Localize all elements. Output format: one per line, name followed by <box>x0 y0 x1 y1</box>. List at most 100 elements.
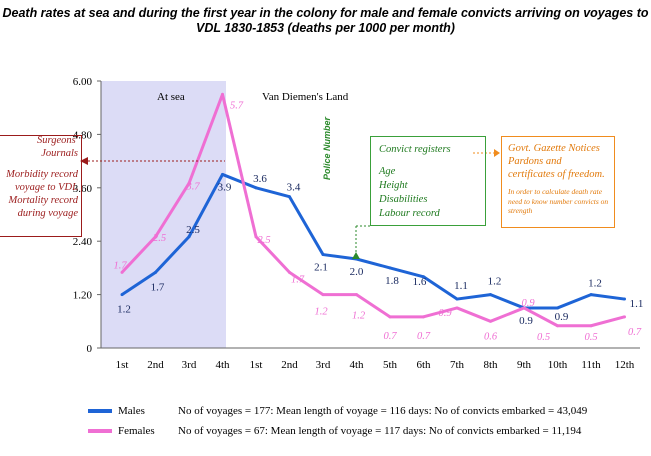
data-label-males: 0.9 <box>519 315 533 327</box>
police-arrowhead <box>352 252 360 259</box>
data-point-females <box>321 293 325 297</box>
y-tick-label: 6.00 <box>73 76 93 88</box>
x-tick-label: 2nd <box>147 359 164 371</box>
data-label-males: 1.2 <box>588 278 602 290</box>
data-point-females <box>589 324 593 328</box>
data-point-females <box>355 293 358 297</box>
data-label-males: 1.2 <box>117 304 131 316</box>
data-label-females: 0.7 <box>417 331 431 342</box>
chart-title-line1: Death rates at sea and during the first … <box>2 6 649 20</box>
police-number-label: Police Number <box>322 116 332 180</box>
data-label-males: 3.6 <box>253 173 267 185</box>
chart-title: Death rates at sea and during the first … <box>0 6 651 36</box>
y-tick-label: 3.60 <box>73 183 93 195</box>
gazette-note: In order to calculate death rate need to… <box>508 187 609 215</box>
x-tick-label: 1st <box>116 359 129 371</box>
convict-registers-box: Convict registers Age Height Disabilitie… <box>370 136 486 226</box>
data-point-females <box>522 306 526 310</box>
surgeons-line-2: voyage to VDL <box>15 182 78 193</box>
data-point-males <box>388 266 392 270</box>
data-point-females <box>388 315 392 319</box>
data-point-males <box>589 293 593 297</box>
legend-entry-females: Females No of voyages = 67: Mean length o… <box>88 425 581 437</box>
data-point-males <box>623 297 626 301</box>
data-label-females: 1.7 <box>113 260 127 271</box>
surgeons-journals-box: Surgeons' Journals Morbidity record voya… <box>0 135 82 237</box>
x-tick-label: 10th <box>548 359 568 371</box>
data-point-males <box>120 293 124 297</box>
data-point-males <box>489 293 492 297</box>
data-label-males: 2.0 <box>350 266 364 278</box>
data-point-males <box>455 297 459 301</box>
x-tick-label: 4th <box>215 359 230 371</box>
data-point-males <box>154 270 157 274</box>
legend-text-males: No of voyages = 177: Mean length of voya… <box>178 405 588 417</box>
surgeons-line-1: Morbidity record <box>6 169 78 180</box>
data-label-males: 1.6 <box>413 276 427 288</box>
x-tick-label: 7th <box>450 359 465 371</box>
data-label-females: 0.5 <box>584 332 597 343</box>
data-label-females: 2.5 <box>257 235 270 246</box>
surgeons-line-4: during voyage <box>17 208 78 219</box>
gazette-line-1: Govt. Gazette Notices <box>508 143 600 154</box>
data-label-females: 0.7 <box>383 331 397 342</box>
convict-line-5: Labour record <box>379 208 440 219</box>
data-point-males <box>254 186 258 190</box>
data-label-males: 1.1 <box>454 280 468 292</box>
data-point-females <box>623 315 626 319</box>
legend-name-males: Males <box>118 405 145 417</box>
x-tick-label: 4th <box>349 359 364 371</box>
data-point-males <box>221 172 224 176</box>
data-label-females: 0.9 <box>521 298 535 309</box>
surgeons-arrowhead <box>80 157 88 165</box>
data-label-males: 1.2 <box>488 276 502 288</box>
x-tick-label: 11th <box>581 359 601 371</box>
data-label-males: 3.4 <box>287 182 301 194</box>
data-label-females: 0.9 <box>438 308 452 319</box>
data-label-males: 2.5 <box>186 224 200 236</box>
data-point-females <box>288 270 291 274</box>
y-tick-label: 0 <box>87 343 93 355</box>
data-point-males <box>187 235 191 239</box>
convict-line-3: Height <box>379 180 408 191</box>
gazette-notices-box: Govt. Gazette Notices Pardons and certif… <box>501 136 615 228</box>
x-tick-label: 2nd <box>281 359 298 371</box>
data-label-females: 1.2 <box>352 311 366 322</box>
data-label-females: 0.7 <box>628 327 642 338</box>
data-point-males <box>422 275 425 279</box>
x-tick-label: 8th <box>483 359 498 371</box>
data-label-females: 1.7 <box>291 274 305 285</box>
x-tick-label: 12th <box>615 359 635 371</box>
data-point-males <box>288 195 291 199</box>
data-label-females: 0.6 <box>484 331 498 342</box>
data-label-females: 1.2 <box>314 307 328 318</box>
data-point-females <box>154 235 157 239</box>
x-tick-label: 5th <box>383 359 398 371</box>
data-point-females <box>221 92 224 96</box>
x-tick-label: 6th <box>416 359 431 371</box>
data-point-females <box>187 181 191 185</box>
legend-text-females: No of voyages = 67: Mean length of voyag… <box>178 425 582 437</box>
data-label-males: 1.1 <box>630 298 644 310</box>
at-sea-region <box>101 81 226 348</box>
surgeons-journals-heading: Surgeons' Journals <box>37 135 78 159</box>
data-point-females <box>556 324 559 328</box>
data-label-females: 3.7 <box>185 181 200 192</box>
data-point-females <box>489 319 492 323</box>
x-tick-label: 9th <box>517 359 532 371</box>
data-point-females <box>422 315 425 319</box>
x-tick-label: 1st <box>250 359 263 371</box>
van-diemens-land-label: Van Diemen's Land <box>262 91 349 103</box>
surgeons-line-3: Mortality record <box>8 195 78 206</box>
data-label-males: 3.9 <box>218 181 232 193</box>
data-label-males: 2.1 <box>314 262 328 274</box>
convict-line-2: Age <box>379 166 396 177</box>
at-sea-label: At sea <box>157 91 185 103</box>
data-label-males: 1.8 <box>385 275 399 287</box>
data-point-females <box>120 270 124 274</box>
data-point-females <box>455 306 459 310</box>
data-label-females: 2.5 <box>153 233 166 244</box>
data-label-males: 1.7 <box>151 281 165 293</box>
y-tick-label: 4.80 <box>73 129 93 141</box>
